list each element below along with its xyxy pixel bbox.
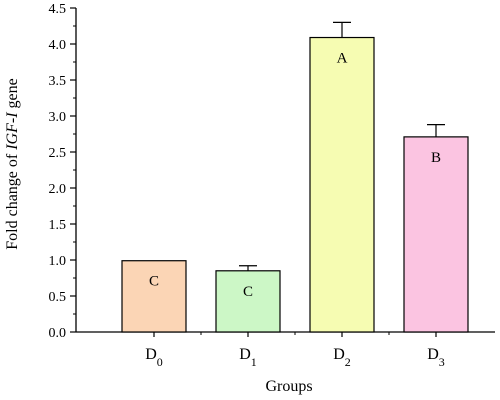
y-tick-label: 2.5 — [49, 146, 67, 161]
y-tick-label: 2.0 — [49, 182, 67, 197]
bar — [309, 36, 375, 333]
bar — [403, 136, 469, 333]
bar — [121, 260, 187, 333]
significance-label: C — [149, 274, 159, 290]
y-tick-label: 1.0 — [49, 254, 67, 269]
y-tick-label: 3.0 — [49, 110, 67, 125]
y-axis-title-gene: IGF-I — [4, 112, 21, 151]
y-axis-title-prefix: Fold change of — [4, 150, 21, 250]
significance-label: A — [337, 51, 348, 67]
y-tick-label: 0.0 — [49, 326, 67, 341]
y-tick-label: 3.5 — [49, 74, 67, 89]
significance-label: B — [431, 150, 441, 166]
x-axis-title: Groups — [265, 378, 312, 395]
x-tick-label: D2 — [333, 346, 351, 369]
bar — [215, 270, 281, 333]
x-tick-label: D1 — [239, 346, 257, 369]
significance-label: C — [243, 284, 253, 300]
y-tick-label: 4.5 — [49, 2, 67, 17]
y-tick-label: 1.5 — [49, 218, 67, 233]
x-tick-label: D3 — [427, 346, 445, 369]
y-axis-title-suffix: gene — [4, 78, 21, 112]
plot-area: 0.0 0.5 1.0 1.5 2.0 2.5 3.0 3.5 4.0 4.5 C D0 C D1 A D2 B… — [49, 2, 495, 369]
y-axis-title: Fold change of IGF-I gene — [4, 78, 21, 250]
y-tick-label: 0.5 — [49, 290, 67, 305]
y-tick-label: 4.0 — [49, 38, 67, 53]
x-tick-label: D0 — [145, 346, 163, 369]
